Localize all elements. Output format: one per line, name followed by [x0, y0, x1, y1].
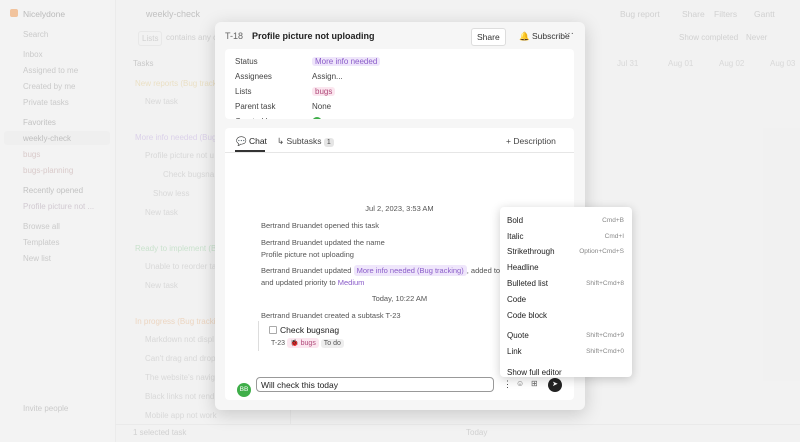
menu-item[interactable]: Quote — [507, 331, 529, 340]
menu-shortcut: Cmd+I — [604, 233, 624, 240]
share-button[interactable]: Share — [471, 28, 506, 46]
field-label: Status — [235, 57, 258, 66]
subtask-checkbox[interactable] — [269, 326, 277, 334]
subtasks-tab[interactable]: ↳ Subtasks 1 — [277, 136, 334, 147]
date-separator: Today, 10:22 AM — [371, 294, 428, 303]
menu-item[interactable]: Bulleted list — [507, 279, 548, 288]
format-button[interactable]: ⋮ — [503, 379, 512, 389]
activity-detail: and updated priority to Medium — [261, 278, 364, 287]
menu-item[interactable]: Italic — [507, 232, 524, 241]
subtask-meta: T-23 🐞 bugs To do — [271, 338, 344, 348]
fields-card: Status More info needed Assignees Assign...… — [225, 49, 574, 119]
attach-button[interactable]: ⊞ — [531, 379, 538, 388]
subtask-card[interactable]: Check bugsnag T-23 🐞 bugs To do — [258, 321, 499, 351]
field-value[interactable]: bugs — [312, 87, 336, 96]
activity-detail: Profile picture not uploading — [261, 250, 354, 259]
activity: Bertrand Bruandet updated the name — [261, 238, 385, 247]
activity-text: and updated priority to — [261, 278, 336, 287]
field-value[interactable]: None — [312, 102, 332, 111]
menu-shortcut: Option+Cmd+S — [579, 248, 624, 255]
menu-item[interactable]: Strikethrough — [507, 247, 555, 256]
date-separator: Jul 2, 2023, 3:53 AM — [365, 204, 434, 213]
menu-item[interactable]: Show full editor — [507, 368, 562, 377]
field-value[interactable]: More info needed — [312, 57, 381, 66]
activity-text: , added to — [466, 266, 501, 275]
subtasks-count: 1 — [323, 138, 334, 147]
activity: Bertrand Bruandet updated More info need… — [261, 265, 536, 276]
field-value[interactable]: Assign... — [312, 72, 343, 81]
subtask-id: T-23 — [271, 340, 286, 347]
field-label: Parent task — [235, 102, 276, 111]
menu-shortcut: Shift+Cmd+9 — [586, 332, 624, 339]
menu-item[interactable]: Headline — [507, 263, 539, 272]
composer-avatar: BB — [237, 383, 251, 397]
subtask-list-label: bugs — [300, 340, 316, 347]
send-button[interactable]: ➤ — [548, 378, 562, 392]
menu-shortcut: Shift+Cmd+8 — [586, 280, 624, 287]
composer-input[interactable]: Will check this today — [256, 377, 494, 392]
priority-value: Medium — [337, 278, 365, 287]
subtask-name: Check bugsnag — [280, 325, 340, 335]
tab-divider — [225, 152, 574, 153]
menu-item[interactable]: Code — [507, 295, 527, 304]
menu-item[interactable]: Link — [507, 347, 522, 356]
activity-text: Bertrand Bruandet updated — [261, 266, 352, 275]
emoji-button[interactable]: ☺ — [516, 379, 525, 388]
menu-shortcut: Shift+Cmd+0 — [586, 348, 624, 355]
field-label: Lists — [235, 87, 252, 96]
more-button[interactable]: ··· — [564, 28, 574, 39]
status-chip: More info needed (Bug tracking) — [353, 265, 467, 276]
task-id: T-18 — [225, 31, 244, 41]
description-tab-label: Description — [513, 136, 556, 146]
menu-item[interactable]: Bold — [507, 216, 524, 225]
menu-item[interactable]: Code block — [507, 311, 548, 320]
active-tab-underline — [235, 150, 265, 152]
subtasks-tab-label: Subtasks — [286, 136, 322, 146]
subscribe-label: Subscribe — [531, 31, 570, 41]
field-label: Assignees — [235, 72, 272, 81]
subscribe-button[interactable]: 🔔 Subscribe — [519, 31, 570, 41]
chat-tab[interactable]: 💬 Chat — [236, 136, 267, 146]
description-tab[interactable]: + Description — [506, 136, 556, 146]
field-label: Created by — [235, 117, 274, 119]
menu-shortcut: Cmd+B — [602, 217, 624, 224]
chat-tab-label: Chat — [248, 136, 267, 146]
subtask-status: To do — [320, 339, 344, 348]
task-title: Profile picture not uploading — [252, 31, 375, 41]
activity: Bertrand Bruandet created a subtask T-23 — [261, 311, 401, 320]
format-menu: Bold Cmd+B Italic Cmd+I Strikethrough Option+… — [500, 207, 632, 377]
field-value[interactable]: BB — [312, 117, 322, 119]
subtask-list: 🐞 bugs — [286, 338, 319, 348]
activity: Bertrand Bruandet opened this task — [261, 221, 379, 230]
